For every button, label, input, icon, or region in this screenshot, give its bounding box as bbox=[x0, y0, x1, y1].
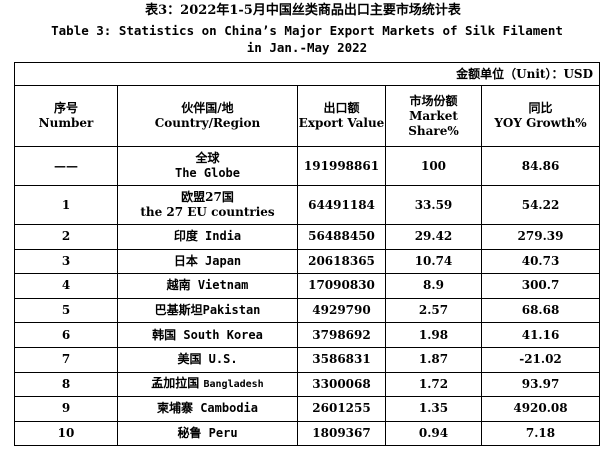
row-yoy-growth: -21.02 bbox=[480, 346, 601, 373]
row-export-value: 1809367 bbox=[297, 420, 386, 447]
header-export-value-en: Export Value bbox=[298, 116, 385, 130]
row-yoy-growth: 68.68 bbox=[480, 297, 601, 324]
row-market-share: 100 bbox=[385, 146, 482, 186]
row-region: 柬埔寨 Cambodia bbox=[117, 396, 298, 422]
unit-row: 金额单位（Unit）：USD bbox=[13, 62, 601, 86]
row-market-share: 33.59 bbox=[385, 185, 482, 225]
row-region: 秘鲁 Peru bbox=[117, 420, 298, 447]
header-region: 伙伴国/地 Country/Region bbox=[117, 85, 298, 147]
row-region: 美国 U.S. bbox=[117, 346, 298, 373]
header-market-share-cn: 市场份额 bbox=[409, 93, 458, 108]
table-row: 8 孟加拉国 Bangladesh 3300068 1.72 93.97 bbox=[14, 371, 601, 398]
table-row: 5 巴基斯坦Pakistan 4929790 2.57 68.68 bbox=[14, 297, 601, 324]
row-region: 孟加拉国 Bangladesh bbox=[117, 371, 298, 398]
table-row: 7 美国 U.S. 3586831 1.87 -21.02 bbox=[14, 346, 601, 373]
row-number: 2 bbox=[14, 224, 118, 250]
row-yoy-growth: 54.22 bbox=[480, 185, 601, 225]
table-title-cn: 表3：2022年1-5月中国丝类商品出口主要市场统计表 bbox=[145, 3, 461, 18]
row-number: 7 bbox=[14, 346, 118, 373]
row-region: 欧盟27国 the 27 EU countries bbox=[117, 185, 298, 225]
header-row: 序号 Number 伙伴国/地 Country/Region 出口额 Expor… bbox=[14, 85, 601, 147]
table-row: 1 欧盟27国 the 27 EU countries 64491184 33.… bbox=[14, 185, 601, 225]
row-region: 越南 Vietnam bbox=[117, 273, 298, 299]
row-number: 6 bbox=[14, 322, 118, 348]
row-yoy-growth: 279.39 bbox=[480, 224, 601, 250]
row-yoy-growth: 7.18 bbox=[480, 420, 601, 447]
header-market-share-en: Market Share% bbox=[408, 108, 459, 138]
row-market-share: 10.74 bbox=[385, 248, 482, 275]
row-number: —— bbox=[14, 146, 118, 186]
row-yoy-growth: 40.73 bbox=[480, 248, 601, 275]
row-yoy-growth: 93.97 bbox=[480, 371, 601, 398]
row-market-share: 1.98 bbox=[385, 322, 482, 348]
row-number: 4 bbox=[14, 273, 118, 299]
row-yoy-growth: 84.86 bbox=[480, 146, 601, 186]
row-number: 8 bbox=[14, 371, 118, 398]
row-market-share: 1.35 bbox=[385, 396, 482, 422]
header-export-value: 出口额 Export Value bbox=[297, 85, 386, 147]
header-number-cn: 序号 bbox=[53, 101, 78, 115]
header-yoy-growth-en: YOY Growth% bbox=[494, 116, 587, 130]
row-region: 印度 India bbox=[117, 224, 298, 250]
row-number: 3 bbox=[14, 248, 118, 275]
row-region: 全球 The Globe bbox=[117, 146, 298, 186]
row-export-value: 2601255 bbox=[297, 396, 386, 422]
row-export-value: 191998861 bbox=[297, 146, 386, 186]
table-row: —— 全球 The Globe 191998861 100 84.86 bbox=[14, 146, 601, 186]
row-market-share: 2.57 bbox=[385, 297, 482, 324]
table-row: 9 柬埔寨 Cambodia 2601255 1.35 4920.08 bbox=[14, 396, 601, 422]
row-region-en: the 27 EU countries bbox=[140, 205, 275, 219]
table-title-en: Table 3: Statistics on China’s Major Exp… bbox=[14, 22, 600, 56]
table-title-en-line1: Table 3: Statistics on China’s Major Exp… bbox=[51, 23, 563, 38]
row-market-share: 1.87 bbox=[385, 346, 482, 373]
row-region-cn: 欧盟27国 bbox=[181, 190, 234, 204]
unit-label: 金额单位（Unit）：USD bbox=[13, 62, 601, 86]
header-market-share: 市场份额 Market Share% bbox=[385, 85, 482, 147]
row-region: 韩国 South Korea bbox=[117, 322, 298, 348]
row-number: 1 bbox=[14, 185, 118, 225]
row-yoy-growth: 4920.08 bbox=[480, 396, 601, 422]
row-export-value: 4929790 bbox=[297, 297, 386, 324]
row-market-share: 0.94 bbox=[385, 420, 482, 447]
row-region: 巴基斯坦Pakistan bbox=[117, 297, 298, 324]
header-yoy-growth: 同比 YOY Growth% bbox=[480, 85, 601, 147]
row-market-share: 8.9 bbox=[385, 273, 482, 299]
row-yoy-growth: 300.7 bbox=[480, 273, 601, 299]
row-export-value: 17090830 bbox=[297, 273, 386, 299]
header-number-en: Number bbox=[38, 116, 94, 130]
row-export-value: 3798692 bbox=[297, 322, 386, 348]
row-region-cn: 全球 bbox=[195, 151, 220, 165]
table-row: 10 秘鲁 Peru 1809367 0.94 7.18 bbox=[14, 420, 601, 447]
header-region-en: Country/Region bbox=[154, 116, 261, 130]
row-export-value: 56488450 bbox=[297, 224, 386, 250]
row-market-share: 29.42 bbox=[385, 224, 482, 250]
row-region-en: The Globe bbox=[174, 166, 241, 180]
row-export-value: 3300068 bbox=[297, 371, 386, 398]
header-export-value-cn: 出口额 bbox=[323, 101, 360, 115]
header-region-cn: 伙伴国/地 bbox=[181, 101, 234, 115]
row-export-value: 3586831 bbox=[297, 346, 386, 373]
export-markets-table: 金额单位（Unit）：USD 序号 Number 伙伴国/地 Country/R… bbox=[13, 62, 601, 447]
table-row: 4 越南 Vietnam 17090830 8.9 300.7 bbox=[14, 273, 601, 299]
table-row: 2 印度 India 56488450 29.42 279.39 bbox=[14, 224, 601, 250]
table-row: 6 韩国 South Korea 3798692 1.98 41.16 bbox=[14, 322, 601, 348]
row-yoy-growth: 41.16 bbox=[480, 322, 601, 348]
row-number: 9 bbox=[14, 396, 118, 422]
header-number: 序号 Number bbox=[14, 85, 118, 147]
row-export-value: 64491184 bbox=[297, 185, 386, 225]
row-number: 10 bbox=[14, 420, 118, 447]
table-row: 3 日本 Japan 20618365 10.74 40.73 bbox=[14, 248, 601, 275]
row-number: 5 bbox=[14, 297, 118, 324]
row-region-en: Bangladesh bbox=[203, 379, 264, 391]
header-yoy-growth-cn: 同比 bbox=[528, 101, 553, 115]
row-export-value: 20618365 bbox=[297, 248, 386, 275]
row-region: 日本 Japan bbox=[117, 248, 298, 275]
row-region-cn: 孟加拉国 bbox=[151, 376, 200, 391]
table-title-en-line2: in Jan.-May 2022 bbox=[246, 40, 368, 55]
row-market-share: 1.72 bbox=[385, 371, 482, 398]
